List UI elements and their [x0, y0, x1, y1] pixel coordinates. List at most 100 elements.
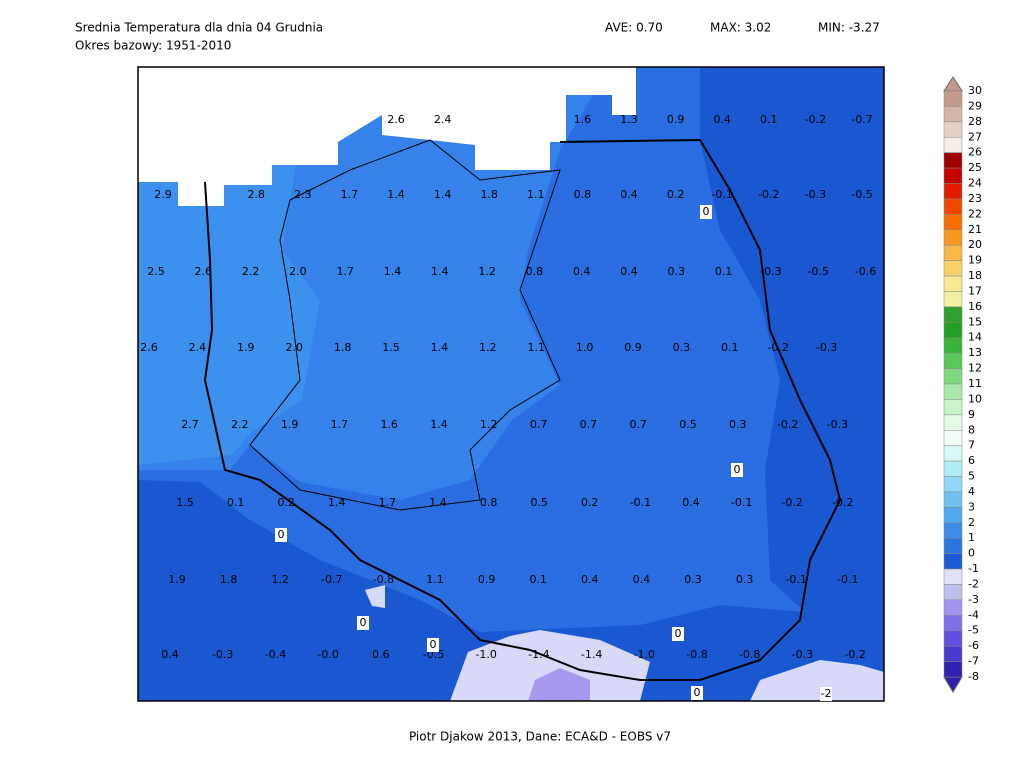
colorbar-box — [943, 507, 963, 524]
grid-value: 2.6 — [195, 265, 213, 278]
grid-value: 1.2 — [479, 341, 497, 354]
colorbar-box — [943, 553, 963, 570]
contour-label-box — [275, 528, 287, 542]
colorbar-label: 11 — [968, 377, 982, 390]
grid-value: -0.2 — [844, 648, 865, 661]
grid-value: -1.4 — [581, 648, 602, 661]
colorbar-label: 23 — [968, 192, 982, 205]
colorbar-label: 28 — [968, 115, 982, 128]
grid-value: -0.0 — [317, 648, 338, 661]
grid-value: -0.3 — [760, 265, 781, 278]
colorbar-label: -6 — [968, 639, 979, 652]
grid-value: 0.1 — [721, 341, 739, 354]
grid-value: 0.4 — [573, 265, 591, 278]
sea — [138, 67, 636, 206]
zone-neg1-2-west — [365, 585, 385, 608]
grid-value: 0.9 — [667, 113, 685, 126]
grid-value: -0.2 — [781, 496, 802, 509]
contour-label-box — [427, 638, 439, 652]
grid-value: 1.7 — [341, 188, 359, 201]
colorbar-label: 20 — [968, 238, 982, 251]
grid-value: 0.2 — [581, 496, 599, 509]
grid-value: 1.6 — [380, 418, 398, 431]
colorbar-label: 19 — [968, 254, 982, 267]
grid-value: -0.1 — [630, 496, 651, 509]
colorbar-box — [943, 368, 963, 385]
grid-value: 0.3 — [684, 573, 702, 586]
grid-value: 0.8 — [480, 496, 498, 509]
grid-value: 0.9 — [478, 573, 496, 586]
contour-label: 0 — [694, 686, 701, 699]
colorbar-box — [943, 568, 963, 585]
colorbar-label: 26 — [968, 146, 982, 159]
colorbar-box — [943, 291, 963, 308]
grid-value: -0.8 — [739, 648, 760, 661]
colorbar-label: 7 — [968, 439, 975, 452]
grid-value: 2.4 — [189, 341, 207, 354]
contour-label: 0 — [675, 627, 682, 640]
grid-value: -1.0 — [475, 648, 496, 661]
contour-label-box — [357, 616, 369, 630]
colorbar-label: -7 — [968, 655, 979, 668]
grid-value: 1.7 — [331, 418, 349, 431]
colorbar-label: 6 — [968, 454, 975, 467]
grid-value: -0.1 — [731, 496, 752, 509]
grid-value: -0.5 — [807, 265, 828, 278]
contour-label: 0 — [734, 463, 741, 476]
grid-value: 1.6 — [574, 113, 592, 126]
colorbar-label: 15 — [968, 315, 982, 328]
grid-value: 0.3 — [668, 265, 686, 278]
grid-value: -0.2 — [767, 341, 788, 354]
colorbar-box — [943, 599, 963, 616]
colorbar-box — [943, 137, 963, 153]
grid-value: 1.8 — [480, 188, 498, 201]
colorbar-box — [943, 476, 963, 493]
grid-value: 0.4 — [713, 113, 731, 126]
colorbar-box — [943, 229, 963, 246]
zone-neg1-2 — [450, 630, 650, 701]
grid-value: 1.8 — [220, 573, 238, 586]
stat-max: MAX: 3.02 — [710, 21, 771, 35]
grid-value: -0.3 — [212, 648, 233, 661]
footer: Piotr Djakow 2013, Dane: ECA&D - EOBS v7 — [409, 730, 671, 744]
grid-value: 1.9 — [168, 573, 186, 586]
grid-value: 1.4 — [431, 265, 449, 278]
colorbar-box — [943, 198, 963, 215]
grid-value: -0.7 — [321, 573, 342, 586]
colorbar-label: 18 — [968, 269, 982, 282]
grid-value: 1.3 — [620, 113, 638, 126]
grid-value: 2.7 — [181, 418, 199, 431]
grid-value: 1.4 — [434, 188, 452, 201]
colorbar-box — [943, 214, 963, 231]
map-fill — [138, 67, 884, 701]
grid-value: 0.3 — [736, 573, 754, 586]
colorbar-box — [943, 275, 963, 292]
colorbar-box — [943, 260, 963, 277]
zone-neg — [640, 67, 884, 701]
grid-value: -0.2 — [758, 188, 779, 201]
colorbar-box — [943, 584, 963, 601]
contour-label: 0 — [430, 638, 437, 651]
colorbar-box — [943, 615, 963, 631]
stat-ave: AVE: 0.70 — [605, 21, 663, 35]
grid-value: 1.4 — [384, 265, 402, 278]
grid-value: 0.4 — [161, 648, 179, 661]
colorbar-box — [943, 491, 963, 508]
grid-value: 2.6 — [387, 113, 405, 126]
colorbar-box — [943, 352, 963, 369]
contour-label: 0 — [703, 205, 710, 218]
grid-value: 1.8 — [334, 341, 352, 354]
colorbar-box — [943, 445, 963, 462]
grid-value: 1.0 — [576, 341, 594, 354]
grid-value: 1.1 — [527, 188, 545, 201]
contour-label-box — [672, 627, 684, 641]
grid-value: 1.7 — [336, 265, 354, 278]
grid-value: -1.0 — [634, 648, 655, 661]
colorbar-box — [943, 383, 963, 400]
colorbar-box — [943, 167, 963, 184]
grid-value: 0.2 — [667, 188, 685, 201]
contour-label-box — [820, 687, 832, 701]
grid-value: 2.2 — [242, 265, 260, 278]
grid-value: 1.9 — [281, 418, 299, 431]
colorbar-label: 10 — [968, 392, 982, 405]
